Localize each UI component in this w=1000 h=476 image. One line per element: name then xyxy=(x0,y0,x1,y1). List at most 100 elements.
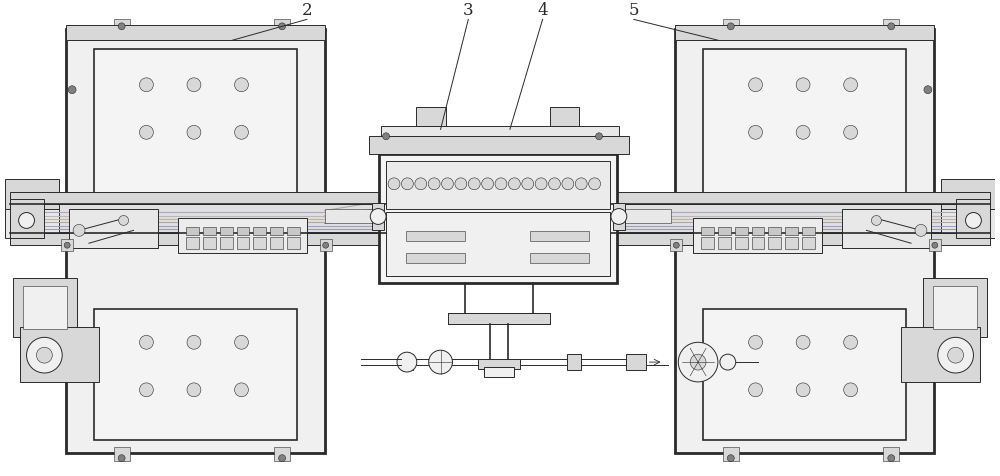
Circle shape xyxy=(727,23,734,30)
Circle shape xyxy=(429,350,452,374)
Bar xyxy=(550,107,579,126)
Bar xyxy=(675,30,934,453)
Bar xyxy=(10,233,990,245)
Circle shape xyxy=(495,178,507,190)
Bar xyxy=(287,238,300,249)
Bar xyxy=(287,228,300,235)
Bar xyxy=(416,107,446,126)
Circle shape xyxy=(673,242,679,248)
Circle shape xyxy=(796,383,810,397)
Circle shape xyxy=(575,178,587,190)
Bar xyxy=(10,204,990,233)
Text: 3: 3 xyxy=(463,2,474,20)
Bar xyxy=(186,228,199,235)
Circle shape xyxy=(139,78,153,92)
Circle shape xyxy=(383,133,390,140)
Circle shape xyxy=(549,178,560,190)
Circle shape xyxy=(589,178,601,190)
Text: 2: 2 xyxy=(302,2,312,20)
Text: 4: 4 xyxy=(537,2,548,20)
Circle shape xyxy=(932,242,938,248)
Bar xyxy=(956,198,990,238)
Bar xyxy=(883,447,899,461)
Bar xyxy=(406,253,465,263)
Bar xyxy=(701,228,714,235)
Bar xyxy=(901,327,980,382)
Circle shape xyxy=(888,23,895,30)
Circle shape xyxy=(749,336,762,349)
Bar xyxy=(923,278,987,337)
Circle shape xyxy=(796,78,810,92)
Bar xyxy=(94,308,297,440)
Circle shape xyxy=(727,455,734,462)
Circle shape xyxy=(749,125,762,139)
Circle shape xyxy=(611,208,627,224)
Circle shape xyxy=(535,178,547,190)
Bar xyxy=(448,313,550,325)
Circle shape xyxy=(888,455,895,462)
Bar xyxy=(114,20,130,33)
Circle shape xyxy=(36,347,52,363)
Bar xyxy=(675,25,934,40)
Bar xyxy=(203,238,216,249)
Bar xyxy=(723,447,739,461)
Bar xyxy=(802,228,815,235)
Text: 5: 5 xyxy=(628,2,639,20)
Bar xyxy=(752,238,764,249)
Bar xyxy=(220,238,233,249)
Bar xyxy=(768,238,781,249)
Bar xyxy=(5,179,59,208)
Circle shape xyxy=(749,383,762,397)
Circle shape xyxy=(442,178,453,190)
Circle shape xyxy=(596,133,603,140)
Circle shape xyxy=(720,354,736,370)
Circle shape xyxy=(915,224,927,236)
Circle shape xyxy=(139,383,153,397)
Bar xyxy=(941,208,995,238)
Bar xyxy=(386,211,610,276)
Bar xyxy=(69,208,158,248)
Bar xyxy=(237,238,249,249)
Bar xyxy=(802,238,815,249)
Bar xyxy=(186,238,199,249)
Bar xyxy=(613,203,625,230)
Bar xyxy=(237,228,249,235)
Circle shape xyxy=(508,178,520,190)
Bar xyxy=(61,239,73,251)
Bar xyxy=(13,278,77,337)
Bar xyxy=(723,20,739,33)
Circle shape xyxy=(68,86,76,94)
Circle shape xyxy=(966,212,981,228)
Circle shape xyxy=(678,342,718,382)
Circle shape xyxy=(279,23,286,30)
Bar xyxy=(626,354,646,370)
Bar xyxy=(320,239,332,251)
Bar xyxy=(253,228,266,235)
Bar xyxy=(203,228,216,235)
Bar xyxy=(768,228,781,235)
Bar xyxy=(94,49,297,218)
Bar xyxy=(253,238,266,249)
Circle shape xyxy=(562,178,574,190)
Bar xyxy=(670,239,682,251)
Bar xyxy=(10,192,990,204)
Bar xyxy=(379,154,617,283)
Circle shape xyxy=(139,125,153,139)
Bar xyxy=(274,20,290,33)
Bar xyxy=(274,447,290,461)
Circle shape xyxy=(924,205,932,212)
Bar xyxy=(66,25,325,40)
Circle shape xyxy=(938,337,973,373)
Circle shape xyxy=(27,337,62,373)
Bar xyxy=(270,228,283,235)
Circle shape xyxy=(455,178,467,190)
Circle shape xyxy=(187,125,201,139)
Circle shape xyxy=(690,354,706,370)
Circle shape xyxy=(370,208,386,224)
Circle shape xyxy=(844,383,858,397)
Bar xyxy=(406,231,465,241)
Circle shape xyxy=(482,178,494,190)
Bar xyxy=(617,208,671,223)
Bar xyxy=(114,447,130,461)
Bar xyxy=(478,359,520,369)
